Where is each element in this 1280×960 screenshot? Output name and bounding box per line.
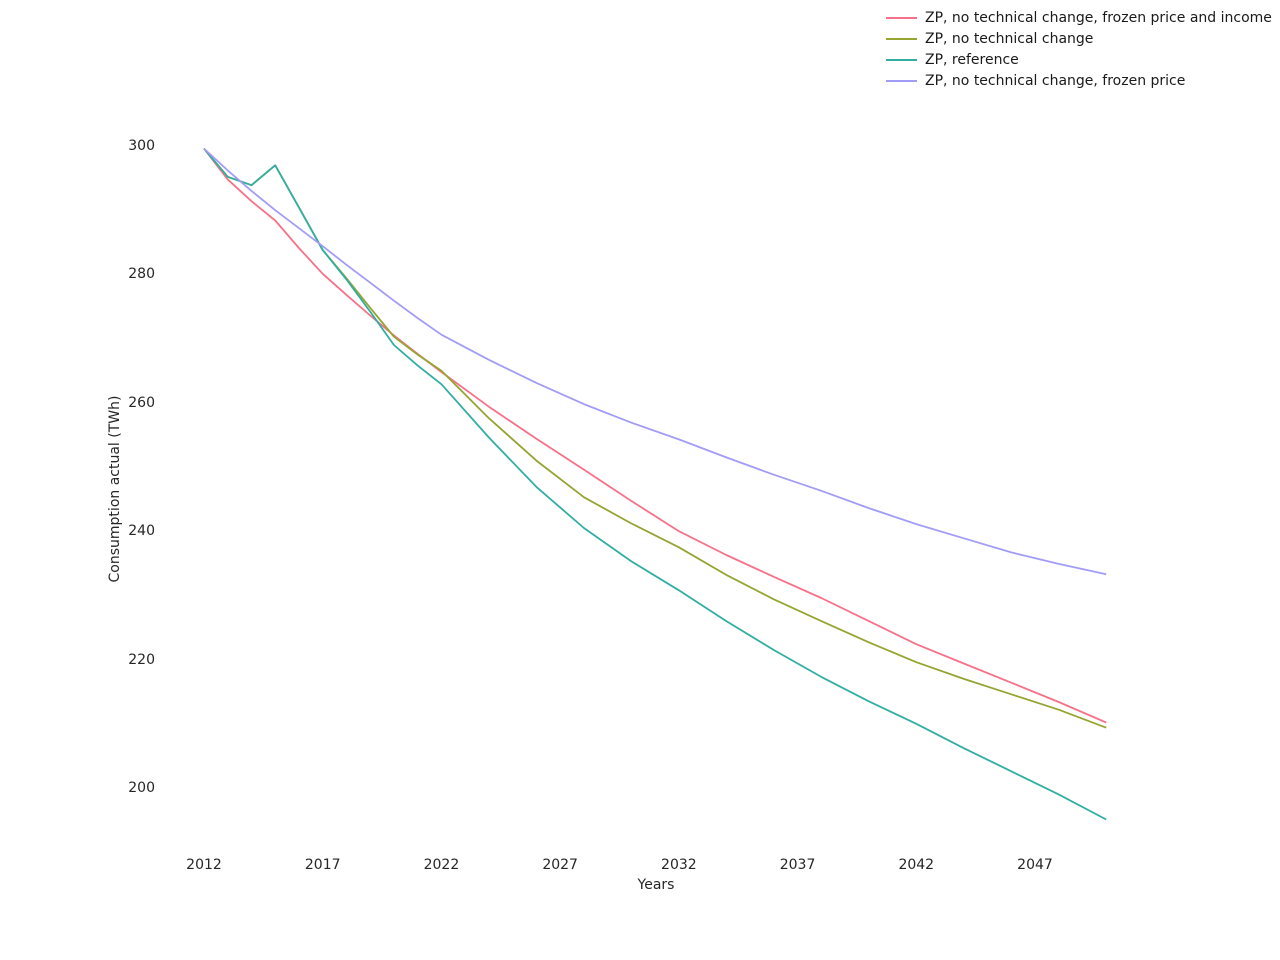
legend-label: ZP, no technical change, frozen price an… (925, 9, 1272, 26)
y-tick-label: 280 (128, 266, 155, 283)
x-tick-label: 2037 (779, 857, 816, 873)
x-tick-label: 2042 (898, 857, 935, 873)
y-tick-label: 300 (128, 138, 155, 154)
series-line-2 (203, 148, 1107, 729)
series-line-3 (203, 148, 1107, 821)
series-line-4 (203, 147, 1107, 576)
legend-item: ZP, reference (886, 49, 1272, 70)
x-tick-label: 2017 (304, 857, 341, 873)
legend: ZP, no technical change, frozen price an… (886, 7, 1272, 91)
legend-label: ZP, no technical change, frozen price (925, 72, 1186, 89)
legend-item: ZP, no technical change, frozen price (886, 70, 1272, 91)
y-tick-label: 200 (128, 780, 155, 796)
legend-line-swatch (886, 37, 917, 40)
x-axis-label: Years (637, 877, 675, 893)
legend-label: ZP, no technical change (925, 30, 1094, 47)
y-tick-label: 260 (128, 394, 155, 411)
y-tick-label: 240 (128, 523, 155, 540)
legend-label: ZP, reference (925, 51, 1019, 68)
y-axis-label: Consumption actual (TWh) (107, 395, 123, 583)
legend-line-swatch (886, 58, 917, 61)
y-tick-label: 220 (128, 651, 155, 668)
legend-item: ZP, no technical change (886, 28, 1272, 49)
x-tick-label: 2012 (186, 857, 222, 873)
series-line-1 (203, 148, 1107, 724)
x-tick-label: 2022 (423, 857, 460, 873)
legend-line-swatch (886, 16, 917, 19)
x-tick-label: 2047 (1017, 857, 1053, 873)
x-tick-label: 2032 (661, 857, 697, 873)
x-tick-label: 2027 (542, 857, 578, 873)
legend-line-swatch (886, 79, 917, 82)
legend-item: ZP, no technical change, frozen price an… (886, 7, 1272, 28)
